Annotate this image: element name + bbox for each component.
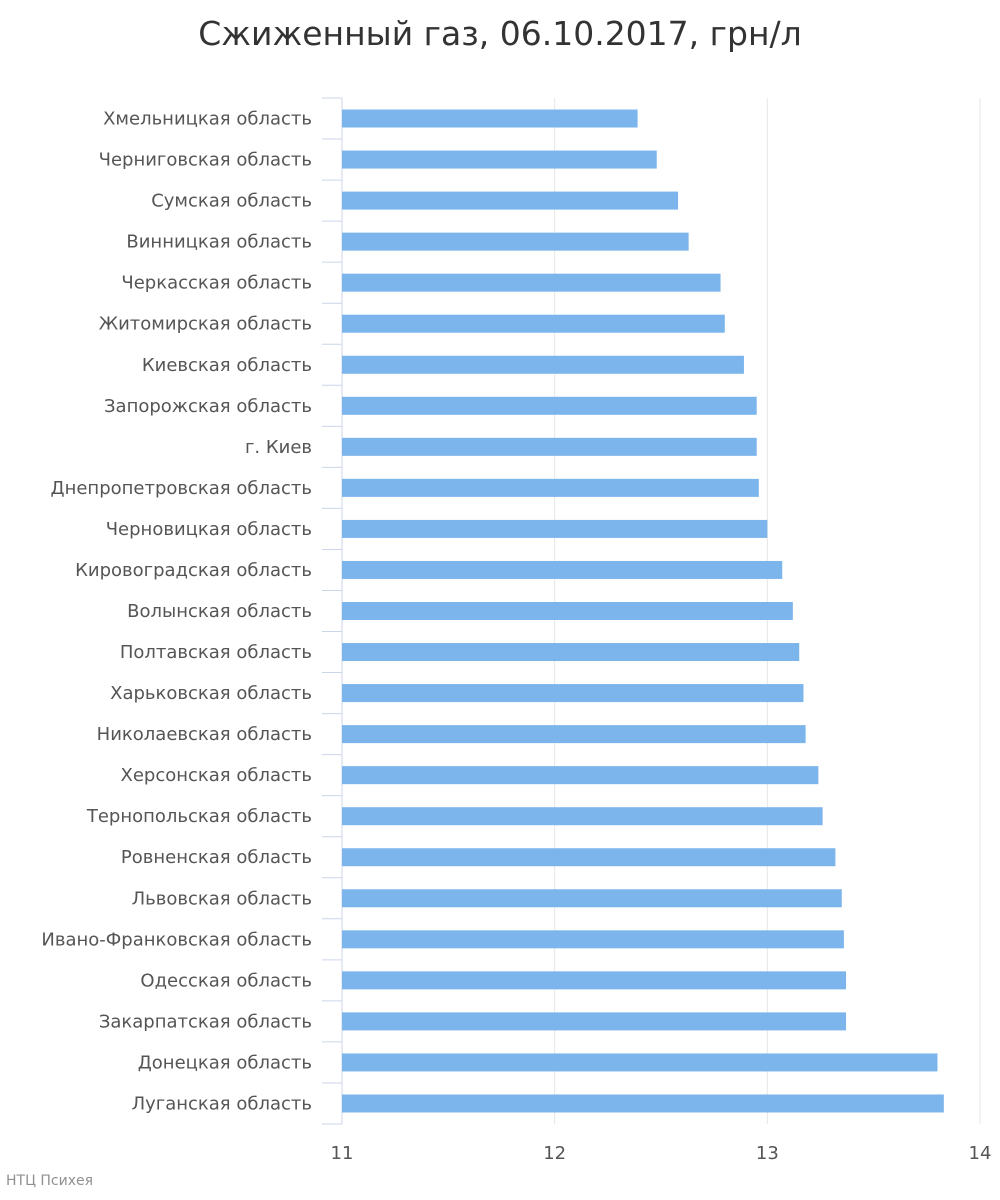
bar xyxy=(342,602,793,620)
category-label: Сумская область xyxy=(151,191,312,212)
category-label: Харьковская область xyxy=(110,683,312,704)
category-label: Черновицкая область xyxy=(106,519,312,540)
bar xyxy=(342,1094,944,1113)
bar xyxy=(342,150,657,169)
chart-credit[interactable]: НТЦ Психея xyxy=(6,1173,94,1189)
category-label: Одесская область xyxy=(140,970,312,991)
category-label: Волынская область xyxy=(127,601,312,622)
category-label: Ровненская область xyxy=(121,847,312,868)
category-label: г. Киев xyxy=(245,437,312,458)
bar xyxy=(342,848,836,867)
category-label: Закарпатская область xyxy=(99,1011,312,1032)
bar xyxy=(342,930,844,949)
category-label: Луганская область xyxy=(132,1093,312,1114)
bar xyxy=(342,191,679,210)
category-label: Николаевская область xyxy=(97,724,312,745)
category-label: Житомирская область xyxy=(99,314,312,335)
bar xyxy=(342,355,744,374)
bar xyxy=(342,437,757,456)
bar xyxy=(342,519,768,538)
bar xyxy=(342,478,759,497)
bar xyxy=(342,232,689,251)
x-tick-label: 12 xyxy=(543,1143,566,1164)
category-label: Донецкая область xyxy=(138,1052,312,1073)
category-label: Ивано-Франковская область xyxy=(41,929,312,950)
bar xyxy=(342,684,804,703)
bar xyxy=(342,560,783,579)
chart-title: Сжиженный газ, 06.10.2017, грн/л xyxy=(198,14,802,53)
bar xyxy=(342,1053,938,1072)
category-label: Черкасская область xyxy=(121,273,312,294)
category-label: Черниговская область xyxy=(99,150,312,171)
category-label: Киевская область xyxy=(142,355,312,376)
bar xyxy=(342,314,725,333)
category-label: Винницкая область xyxy=(126,232,312,253)
x-tick-label: 11 xyxy=(331,1143,354,1164)
category-label: Херсонская область xyxy=(121,765,313,786)
category-label: Запорожская область xyxy=(104,396,312,417)
bar xyxy=(342,396,757,415)
x-tick-label: 13 xyxy=(756,1143,779,1164)
bar xyxy=(342,807,823,826)
category-label: Кировоградская область xyxy=(75,560,312,581)
category-label: Хмельницкая область xyxy=(103,109,312,130)
x-tick-label: 14 xyxy=(969,1143,992,1164)
bar xyxy=(342,109,638,128)
bar xyxy=(342,1012,847,1031)
category-label: Тернопольская область xyxy=(86,806,312,827)
bar xyxy=(342,725,806,744)
bar xyxy=(342,766,819,785)
category-label: Днепропетровская область xyxy=(51,478,312,499)
bar xyxy=(342,889,842,908)
bar xyxy=(342,273,721,292)
bar xyxy=(342,643,800,662)
category-label: Полтавская область xyxy=(120,642,312,663)
category-label: Львовская область xyxy=(132,888,312,909)
bar xyxy=(342,971,847,990)
